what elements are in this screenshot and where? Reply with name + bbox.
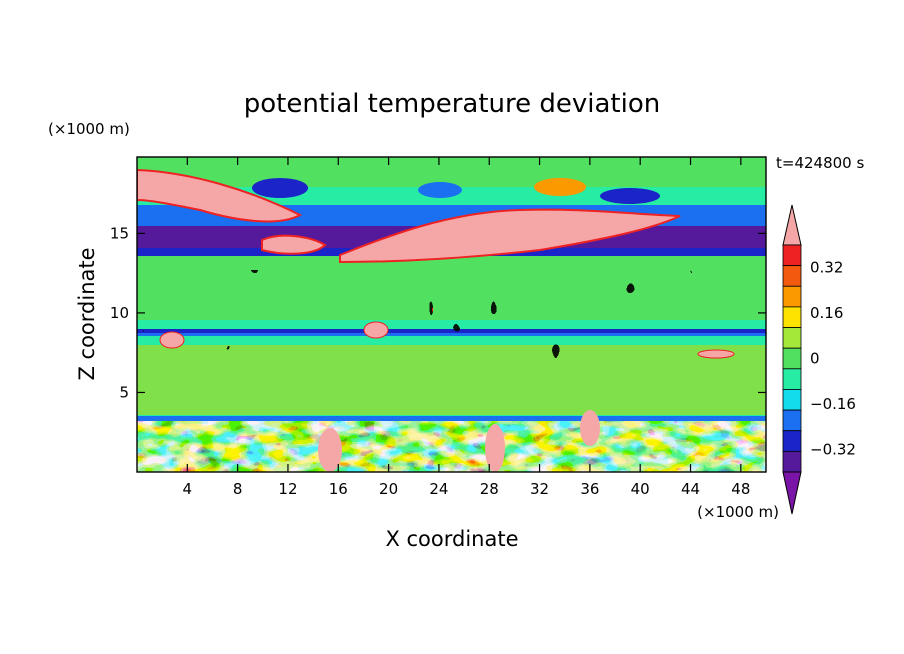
x-tick-label: 4 [183,480,193,498]
turbulent-boundary-layer [137,421,766,472]
x-tick-label: 48 [731,480,750,498]
plot-frame [136,156,767,473]
warm-column-3 [580,410,600,446]
x-tick-label: 24 [429,480,448,498]
colorbar: 0.32 0.16 0 −0.16 −0.32 [782,204,856,515]
warm-specks [137,270,766,360]
boundary-layer-top [137,416,766,421]
colorbar-segment [782,450,802,473]
colorbar-segment [782,285,802,308]
x-tick-label: 12 [278,480,297,498]
warm-plume-right [339,208,681,264]
cold-cell-2 [418,182,462,198]
x-tick-label: 8 [233,480,243,498]
colorbar-label: 0.32 [810,259,843,277]
colorbar-segment [782,409,802,432]
x-tick-label: 44 [681,480,700,498]
y-tick-label: 5 [119,383,129,401]
x-tick-label: 20 [379,480,398,498]
x-tick-label: 40 [631,480,650,498]
warm-cell-1 [534,178,586,196]
y-axis-label: Z coordinate [75,247,99,380]
upper-band-light [137,157,766,187]
warm-plume-left [137,168,303,223]
chart-title: potential temperature deviation [244,89,660,119]
y-tick-label: 10 [110,304,129,322]
cold-cell-3 [600,188,660,204]
cold-cell-1 [252,178,308,198]
colorbar-segment [782,327,802,349]
colorbar-label: −0.32 [810,440,856,458]
warm-blob-mid [261,234,327,255]
colorbar-segment [782,265,802,287]
y-unit-label: (×1000 m) [48,120,130,138]
colorbar-segment [782,368,802,390]
colorbar-top-arrow [782,204,802,246]
colorbar-label: −0.16 [810,395,856,413]
colorbar-segment [782,430,802,452]
x-tick-label: 28 [480,480,499,498]
colorbar-segment [782,347,802,370]
time-label: t=424800 s [776,154,864,172]
colorbar-bottom-arrow [782,471,802,515]
x-tick-label: 32 [530,480,549,498]
colorbar-segment [782,244,802,267]
x-tick-label: 36 [580,480,599,498]
colorbar-label: 0 [810,350,820,368]
x-tick-label: 16 [329,480,348,498]
heatmap-field [137,157,766,472]
colorbar-segment [782,389,802,411]
x-unit-label: (×1000 m) [697,503,779,521]
colorbar-segment [782,306,802,328]
warm-column-1 [318,428,342,472]
warm-column-2 [485,424,505,472]
colorbar-label: 0.16 [810,304,843,322]
y-tick-label: 15 [110,224,129,242]
x-axis-label: X coordinate [385,527,518,551]
